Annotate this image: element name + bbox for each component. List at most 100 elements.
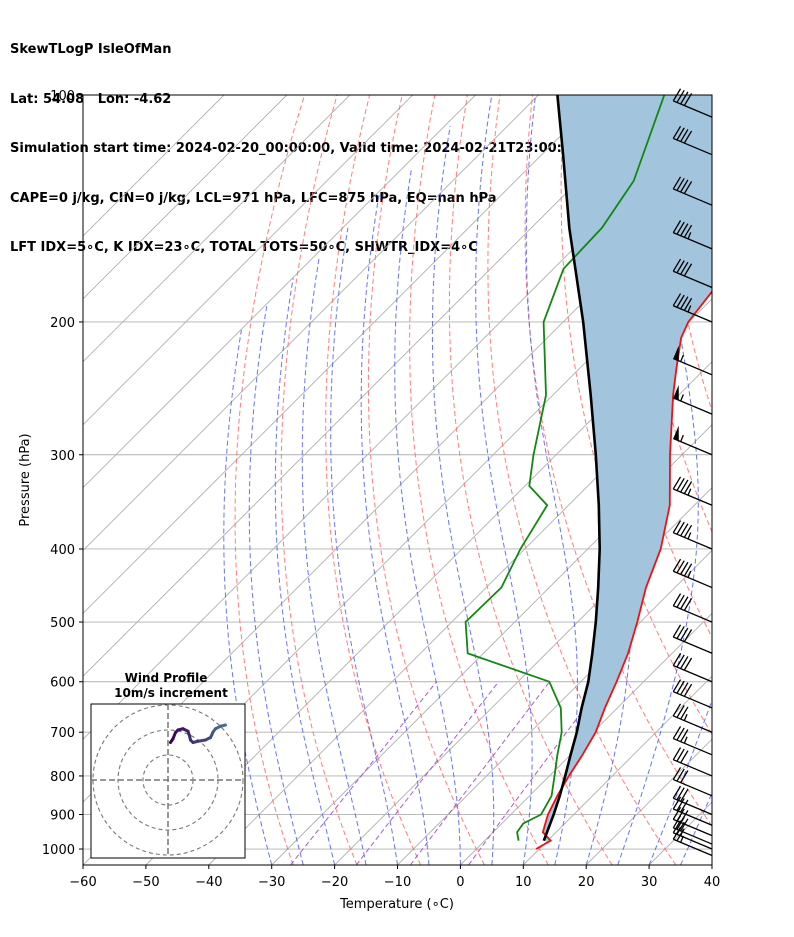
- barb-staff: [673, 636, 713, 654]
- barb-full: [683, 629, 693, 642]
- barb-half: [680, 829, 684, 837]
- barb-staff: [673, 778, 713, 797]
- wind-barb: [673, 345, 713, 376]
- barb-full: [680, 750, 689, 764]
- barb-full: [672, 88, 682, 102]
- wind-profile-inset: Wind Profile 10m/s increment: [90, 671, 246, 859]
- wind-barb: [672, 293, 713, 323]
- isotherm-line: [83, 95, 602, 615]
- barb-staff: [673, 137, 713, 156]
- y-tick-label: 300: [50, 449, 75, 464]
- barb-full: [683, 263, 693, 277]
- y-tick-label: 600: [50, 676, 75, 691]
- barb-flag: [673, 425, 679, 441]
- wind-barb: [672, 806, 713, 837]
- barb-full: [676, 294, 685, 308]
- moist-adiabat: [431, 126, 495, 865]
- isotherm-line: [83, 95, 539, 552]
- wind-barb: [672, 785, 713, 816]
- dewpoint-line: [464, 95, 666, 841]
- wind-barb: [672, 125, 713, 156]
- wind-barb: [672, 653, 713, 683]
- wind-barb: [672, 176, 713, 206]
- barb-full: [672, 785, 682, 799]
- dry-adiabat: [662, 95, 712, 413]
- barb-full: [672, 220, 682, 233]
- x-tick-label: −20: [321, 875, 348, 890]
- barb-staff: [673, 188, 713, 206]
- barb-full: [676, 808, 685, 822]
- barb-full: [676, 594, 685, 608]
- x-tick-label: 0: [456, 875, 464, 890]
- y-tick-label: 200: [50, 316, 75, 331]
- barb-full: [676, 89, 685, 103]
- barb-full: [672, 258, 682, 272]
- barb-full: [672, 747, 682, 761]
- barb-full: [680, 818, 689, 832]
- barb-staff: [673, 759, 713, 777]
- barb-staff: [673, 737, 713, 756]
- isotherm-line: [271, 424, 712, 865]
- isotherm-line: [83, 95, 288, 300]
- barb-full: [683, 563, 693, 577]
- barb-staff: [673, 488, 713, 506]
- barb-staff: [673, 605, 713, 623]
- barb-full: [676, 178, 685, 191]
- barb-full: [680, 729, 689, 742]
- isotherm-line: [83, 95, 351, 363]
- barb-full: [680, 810, 689, 823]
- simulation-time-line: Simulation start time: 2024-02-20_00:00:…: [10, 141, 603, 156]
- barb-staff: [673, 232, 713, 250]
- moist-adiabat: [617, 95, 699, 865]
- barb-full: [676, 798, 685, 811]
- barb-full: [680, 770, 689, 783]
- inset-subtitle: 10m/s increment: [114, 686, 228, 700]
- x-tick-label: −60: [69, 875, 96, 890]
- moist-adiabat: [223, 330, 273, 865]
- x-tick-label: −50: [132, 875, 159, 890]
- isotherm-line: [83, 95, 225, 237]
- x-tick-label: −30: [258, 875, 285, 890]
- barb-full: [683, 597, 693, 611]
- barb-flag: [673, 345, 679, 361]
- barb-half: [680, 394, 684, 402]
- barb-full: [672, 703, 682, 717]
- x-tick-label: 30: [641, 875, 658, 890]
- moist-adiabat: [274, 278, 336, 865]
- x-axis-label: Temperature (∘C): [339, 897, 454, 912]
- barb-full: [683, 181, 693, 194]
- barb-full: [676, 787, 685, 801]
- isotherm-line: [711, 864, 712, 865]
- barb-full: [676, 680, 685, 694]
- barb-full: [680, 627, 689, 641]
- barb-full: [672, 796, 682, 810]
- y-tick-label: 900: [50, 809, 75, 824]
- wind-barb: [672, 747, 713, 777]
- barb-full: [680, 223, 689, 237]
- barb-full: [683, 224, 693, 238]
- mixing-ratio-line: [409, 681, 550, 865]
- barb-full: [680, 179, 689, 193]
- barb-staff: [673, 100, 713, 118]
- barb-full: [676, 260, 685, 274]
- moist-adiabat: [360, 193, 430, 865]
- wind-barb: [673, 384, 713, 415]
- isotherm-line: [83, 95, 476, 489]
- moist-adiabat: [394, 168, 461, 865]
- barb-full: [672, 558, 682, 572]
- barb-full: [683, 481, 693, 494]
- moist-adiabat: [301, 258, 367, 865]
- wind-barb: [672, 476, 713, 506]
- barb-full: [676, 521, 685, 535]
- wind-barb: [672, 558, 713, 589]
- barb-staff: [673, 397, 713, 415]
- barb-half: [680, 434, 684, 442]
- barb-full: [672, 806, 682, 820]
- barb-staff: [673, 691, 713, 709]
- barb-full: [672, 293, 682, 307]
- barb-full: [676, 626, 685, 639]
- y-tick-label: 700: [50, 726, 75, 741]
- barb-full: [680, 523, 689, 537]
- barb-full: [672, 125, 682, 139]
- wind-barb: [672, 820, 713, 850]
